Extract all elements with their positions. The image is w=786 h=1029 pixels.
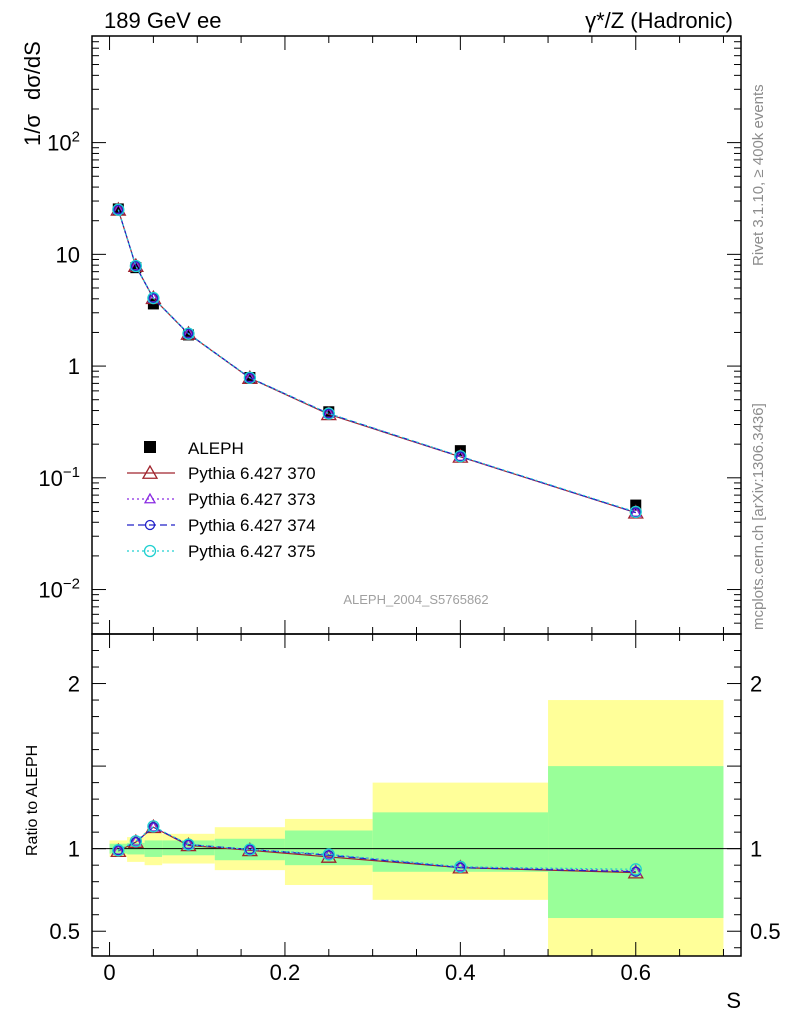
y-tick-label-ratio-right: 1	[750, 837, 762, 862]
y-tick-label-ratio-right: 2	[750, 672, 762, 697]
ratio-series-3-marker	[243, 843, 257, 856]
series-2-marker	[130, 260, 142, 272]
series-1-marker	[182, 327, 195, 339]
ratio-series-3-marker	[182, 838, 195, 851]
stat-band-bin	[548, 766, 724, 919]
y-tick-label-main: 10	[56, 242, 80, 267]
series-3-marker	[322, 407, 335, 420]
ratio-series-3-marker	[454, 860, 467, 873]
ratio-line-2	[118, 826, 636, 873]
y-axis-label-main-b: dσ/dS	[20, 41, 45, 100]
x-tick-label: 0.6	[620, 960, 651, 985]
y-axis-label-ratio: Ratio to ALEPH	[24, 745, 41, 856]
rivet-label: Rivet 3.1.10, ≥ 400k events	[750, 84, 767, 266]
x-axis-label: S	[726, 988, 741, 1013]
series-3-marker	[182, 327, 195, 340]
series-2-marker	[183, 328, 194, 339]
y-tick-label-main: 10−1	[38, 464, 80, 491]
y-tick-label-main: 10−2	[38, 576, 80, 603]
series-3-marker	[112, 203, 125, 216]
ratio-series-2-marker	[244, 844, 256, 855]
y-tick-label-main: 1	[68, 354, 80, 379]
y-tick-label-ratio-right: 0.5	[750, 919, 781, 944]
legend-label-0: Pythia 6.427 370	[188, 464, 316, 483]
ratio-series-3-marker	[129, 835, 143, 848]
series-3-marker	[454, 450, 467, 463]
ratio-series-1-marker	[147, 820, 160, 832]
series-3-marker	[629, 505, 642, 519]
series-3-marker	[243, 371, 257, 384]
series-2-marker	[113, 204, 124, 215]
legend: ALEPH Pythia 6.427 370 Pythia 6.427 373 Pyt…	[127, 439, 316, 561]
aleph-point	[130, 262, 142, 274]
legend-1-marker	[143, 492, 157, 504]
y-tick-label-ratio: 0.5	[49, 919, 80, 944]
legend-label-3: Pythia 6.427 375	[188, 542, 316, 561]
x-tick-label: 0	[103, 960, 115, 985]
legend-label-2: Pythia 6.427 374	[188, 516, 316, 535]
analysis-watermark: ALEPH_2004_S5765862	[343, 592, 488, 607]
ratio-series-2-marker	[113, 845, 124, 856]
axes: 10−2 10−1 1 10 102 0 0.2 0.4 0.6 0.5 0.5 1 1 2 2	[38, 35, 781, 985]
y-tick-label-ratio: 2	[68, 672, 80, 697]
x-tick-label: 0.4	[445, 960, 476, 985]
series-1-marker	[243, 371, 256, 383]
legend-aleph-label: ALEPH	[188, 439, 244, 458]
series-1-marker	[147, 291, 160, 303]
series-1-marker	[112, 203, 125, 215]
series-line-2	[117, 209, 636, 514]
legend-0-marker	[141, 464, 159, 479]
series-2-marker	[323, 408, 334, 419]
series-2-marker	[455, 451, 466, 462]
series-3-marker	[147, 291, 160, 305]
series-2-marker	[244, 372, 256, 383]
aleph-point	[323, 406, 335, 418]
header-right: γ*/Z (Hadronic)	[585, 8, 733, 33]
legend-aleph-marker	[144, 441, 156, 453]
legend-3-marker	[143, 544, 157, 558]
series-3-marker	[129, 259, 143, 273]
series-1-marker	[129, 259, 142, 271]
y-tick-label-ratio: 1	[68, 837, 80, 862]
y-axis-label-main-a: 1/σ	[20, 114, 45, 146]
aleph-point	[182, 329, 194, 341]
series-2-marker	[148, 293, 159, 304]
y-tick-label-main: 102	[47, 129, 80, 156]
legend-label-1: Pythia 6.427 373	[188, 490, 316, 509]
ratio-bands	[92, 700, 741, 956]
x-tick-label: 0.2	[270, 960, 301, 985]
header-left: 189 GeV ee	[104, 8, 221, 33]
ratio-series-3-marker	[112, 844, 125, 857]
legend-2-marker	[144, 519, 156, 531]
data-layer	[110, 201, 644, 879]
mcplots-label: mcplots.cern.ch [arXiv:1306.3436]	[750, 403, 767, 630]
ratio-series-1-marker	[454, 860, 467, 872]
ratio-series-3-marker	[322, 848, 335, 861]
ratio-series-3-marker	[629, 863, 642, 876]
aleph-point	[112, 203, 124, 215]
ratio-series-3-marker	[147, 820, 160, 833]
